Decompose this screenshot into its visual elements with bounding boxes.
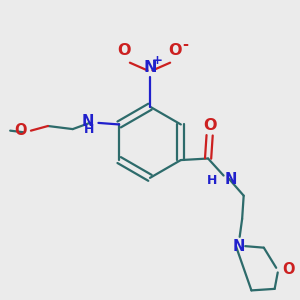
Text: O: O (117, 43, 130, 58)
Text: +: + (151, 54, 162, 67)
Text: N: N (233, 239, 245, 254)
Text: O: O (14, 122, 26, 137)
Text: -: - (182, 38, 188, 52)
Text: N: N (143, 60, 157, 75)
Text: N: N (82, 114, 94, 129)
Text: H: H (207, 174, 217, 187)
Text: H: H (84, 123, 95, 136)
Text: N: N (225, 172, 238, 187)
Text: O: O (282, 262, 294, 277)
Text: O: O (203, 118, 216, 133)
Text: O: O (168, 43, 182, 58)
